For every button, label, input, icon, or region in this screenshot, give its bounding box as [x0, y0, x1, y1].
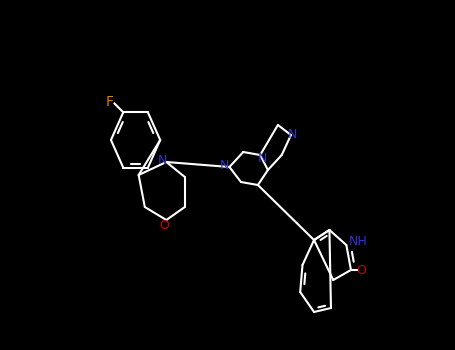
Text: NH: NH [349, 235, 368, 248]
Text: F: F [105, 95, 113, 109]
Text: O: O [160, 219, 170, 232]
Text: N: N [219, 159, 229, 172]
Text: O: O [357, 264, 366, 276]
Text: N: N [257, 152, 267, 165]
Text: N: N [288, 128, 298, 141]
Text: N: N [157, 154, 167, 167]
